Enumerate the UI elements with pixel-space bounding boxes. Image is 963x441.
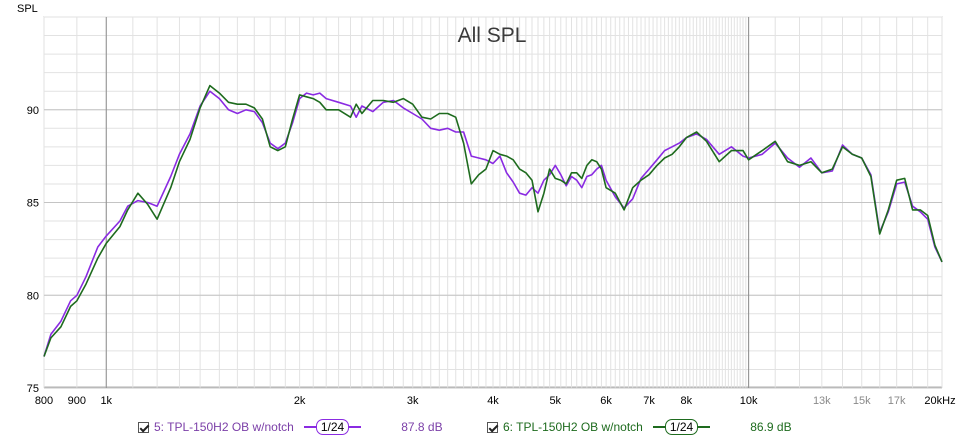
legend-level-1: 87.8 dB [401, 420, 443, 434]
smoothing-label-2: 1/24 [664, 419, 699, 435]
x-tick-label: 7k [643, 395, 655, 407]
legend-checkbox-2[interactable] [487, 421, 498, 433]
x-tick-label: 900 [68, 395, 86, 407]
series-line-2 [43, 84, 943, 357]
legend-line-left-1 [303, 426, 316, 428]
x-tick-label: 15k [853, 395, 871, 407]
x-tick-label: 3k [407, 395, 419, 407]
legend-level-2: 86.9 dB [750, 420, 792, 434]
x-tick-label: 13k [813, 395, 831, 407]
x-tick-label: 20kHz [924, 395, 955, 407]
legend-item-1[interactable]: 5: TPL-150H2 OB w/notch 1/24 87.8 dB [138, 417, 443, 437]
smoothing-label-1: 1/24 [315, 419, 350, 435]
legend-item-2[interactable]: 6: TPL-150H2 OB w/notch 1/24 86.9 dB [487, 417, 792, 437]
legend-label-1: 5: TPL-150H2 OB w/notch [154, 420, 294, 434]
x-tick-label: 5k [549, 395, 561, 407]
x-tick-label: 800 [35, 395, 53, 407]
series-layer [43, 84, 943, 357]
y-tick-label: 90 [27, 105, 39, 117]
legend-label-2: 6: TPL-150H2 OB w/notch [503, 420, 643, 434]
x-tick-label: 6k [600, 395, 612, 407]
y-axis-label: SPL [17, 3, 38, 15]
legend-line-right-1 [349, 426, 362, 428]
chart-title: All SPL [458, 24, 527, 47]
legend-checkbox-1[interactable] [138, 421, 149, 433]
y-tick-label: 80 [27, 290, 39, 302]
x-tick-label: 1k [100, 395, 112, 407]
y-tick-labels: 75 80 85 90 [27, 105, 39, 395]
grid-major [44, 17, 942, 389]
x-tick-label: 8k [681, 395, 693, 407]
x-tick-label: 17k [888, 395, 906, 407]
smoothing-indicator-2[interactable]: 1/24 [652, 419, 711, 435]
legend-line-left-2 [652, 426, 665, 428]
smoothing-indicator-1[interactable]: 1/24 [303, 419, 362, 435]
x-tick-label: 4k [487, 395, 499, 407]
y-tick-label: 75 [27, 383, 39, 395]
x-tick-label: 2k [294, 395, 306, 407]
legend-line-right-2 [698, 426, 711, 428]
x-tick-label: 10k [740, 395, 758, 407]
y-tick-label: 85 [27, 198, 39, 210]
x-tick-labels: 800 900 1k 2k 3k 4k 5k 6k 7k 8k 10k 13k 15k 17k 20kHz [35, 395, 956, 407]
